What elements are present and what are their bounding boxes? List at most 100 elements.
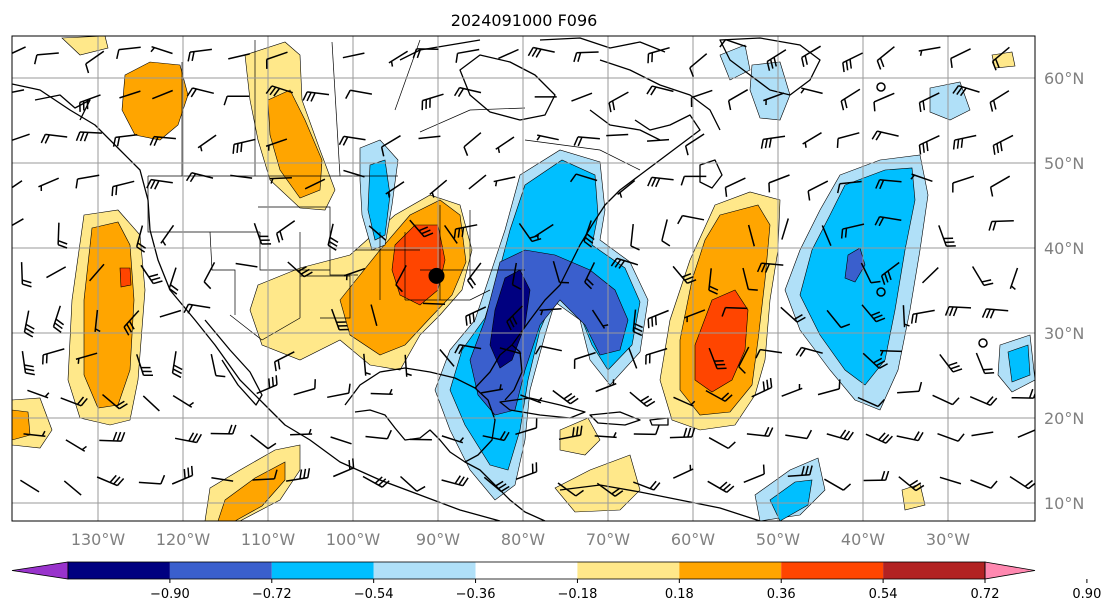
wind-barb bbox=[380, 135, 401, 157]
lat-label: 30°N bbox=[1044, 324, 1084, 343]
wind-barb bbox=[628, 347, 638, 369]
wind-barb bbox=[499, 347, 522, 355]
wind-barb bbox=[756, 262, 784, 273]
lon-label: 60°W bbox=[671, 530, 715, 549]
wind-barb bbox=[606, 133, 629, 137]
wind-barb bbox=[172, 394, 195, 408]
wind-barb bbox=[65, 439, 87, 452]
wind-barb bbox=[596, 482, 624, 497]
lon-label: 40°W bbox=[841, 530, 885, 549]
wind-barb bbox=[228, 53, 250, 60]
wind-barb bbox=[211, 476, 234, 482]
wind-barb bbox=[902, 305, 910, 328]
wind-barb bbox=[630, 224, 640, 251]
wind-barb bbox=[343, 169, 365, 178]
wind-barb bbox=[795, 346, 823, 357]
coastlines bbox=[12, 37, 821, 521]
wind-barb bbox=[629, 391, 656, 407]
wind-barb bbox=[787, 465, 813, 478]
wind-barb bbox=[453, 224, 478, 239]
wind-barb bbox=[684, 133, 705, 156]
wind-barb bbox=[12, 89, 25, 95]
wind-barb bbox=[149, 135, 176, 147]
wind-barb bbox=[467, 262, 482, 289]
lon-label: 90°W bbox=[416, 530, 460, 549]
wind-barb bbox=[174, 432, 203, 444]
wind-barb bbox=[755, 348, 783, 359]
wind-barb bbox=[583, 220, 595, 248]
wind-barb bbox=[569, 173, 598, 183]
wind-barb bbox=[939, 353, 963, 373]
wind-barb bbox=[680, 175, 707, 186]
wind-barb bbox=[981, 308, 1009, 319]
wind-barb bbox=[20, 479, 40, 493]
wind-barb bbox=[422, 302, 446, 305]
wind-barb bbox=[210, 424, 237, 435]
wind-barb bbox=[60, 396, 88, 407]
wind-barb bbox=[724, 177, 746, 197]
graticule bbox=[12, 36, 1035, 521]
wind-barb bbox=[661, 219, 671, 247]
wind-barb bbox=[836, 132, 860, 149]
wind-barb bbox=[898, 476, 925, 492]
wind-barb bbox=[159, 309, 182, 318]
wind-barb bbox=[330, 308, 349, 331]
wind-barb bbox=[265, 138, 288, 151]
colorbar-tick-label: −0.36 bbox=[456, 587, 496, 602]
wind-barb bbox=[875, 179, 902, 190]
wind-barb bbox=[721, 306, 748, 317]
wind-barb bbox=[897, 381, 923, 394]
wind-barb bbox=[969, 396, 998, 406]
wind-barb bbox=[395, 265, 407, 293]
wind-barb bbox=[38, 177, 59, 192]
wind-barb bbox=[252, 469, 278, 481]
wind-barb bbox=[293, 379, 317, 396]
wind-barb bbox=[362, 475, 390, 488]
wind-barb bbox=[937, 432, 965, 442]
wind-barb bbox=[632, 309, 643, 337]
wind-barb bbox=[672, 265, 697, 284]
wind-barb bbox=[327, 383, 351, 399]
wind-barb bbox=[363, 353, 371, 376]
wind-barb bbox=[617, 180, 636, 198]
wind-barb bbox=[183, 303, 211, 314]
wind-barb bbox=[873, 92, 895, 112]
wind-barb bbox=[465, 306, 487, 326]
wind-barb bbox=[287, 261, 313, 278]
wind-barb bbox=[79, 94, 101, 112]
wind-barb bbox=[768, 174, 790, 193]
wind-barb bbox=[573, 351, 596, 369]
wind-barb bbox=[119, 90, 141, 99]
wind-barb bbox=[880, 261, 900, 285]
wind-barb bbox=[705, 389, 733, 402]
wind-barb bbox=[495, 136, 515, 154]
wind-barb bbox=[99, 431, 126, 442]
wind-barb bbox=[573, 51, 599, 63]
wind-barb bbox=[443, 224, 458, 244]
wind-barb bbox=[40, 133, 68, 144]
wind-barb bbox=[171, 351, 183, 379]
colorbar-segment bbox=[577, 562, 680, 579]
wind-barb bbox=[742, 267, 758, 291]
wind-barb bbox=[826, 309, 851, 329]
wind-barb bbox=[800, 87, 823, 95]
wind-barb bbox=[932, 394, 960, 406]
wind-barb bbox=[75, 131, 102, 142]
wind-barb bbox=[910, 309, 935, 324]
wind-barb bbox=[673, 396, 696, 407]
wind-barb bbox=[185, 172, 214, 183]
wind-barb bbox=[23, 430, 46, 437]
wind-barb bbox=[952, 175, 975, 193]
wind-barb bbox=[738, 346, 750, 374]
wind-barb bbox=[708, 268, 719, 295]
wind-barb bbox=[826, 429, 854, 441]
wind-barb bbox=[801, 45, 821, 67]
wind-barb bbox=[187, 48, 212, 62]
latitude-labels: 60°N 50°N 40°N 30°N 20°N 10°N bbox=[1044, 69, 1084, 513]
wind-barb bbox=[862, 352, 888, 369]
wind-barb bbox=[534, 223, 554, 241]
wind-barb bbox=[46, 266, 67, 279]
wind-barb bbox=[860, 262, 881, 284]
wind-barb bbox=[343, 267, 366, 281]
wind-barb bbox=[230, 174, 253, 179]
